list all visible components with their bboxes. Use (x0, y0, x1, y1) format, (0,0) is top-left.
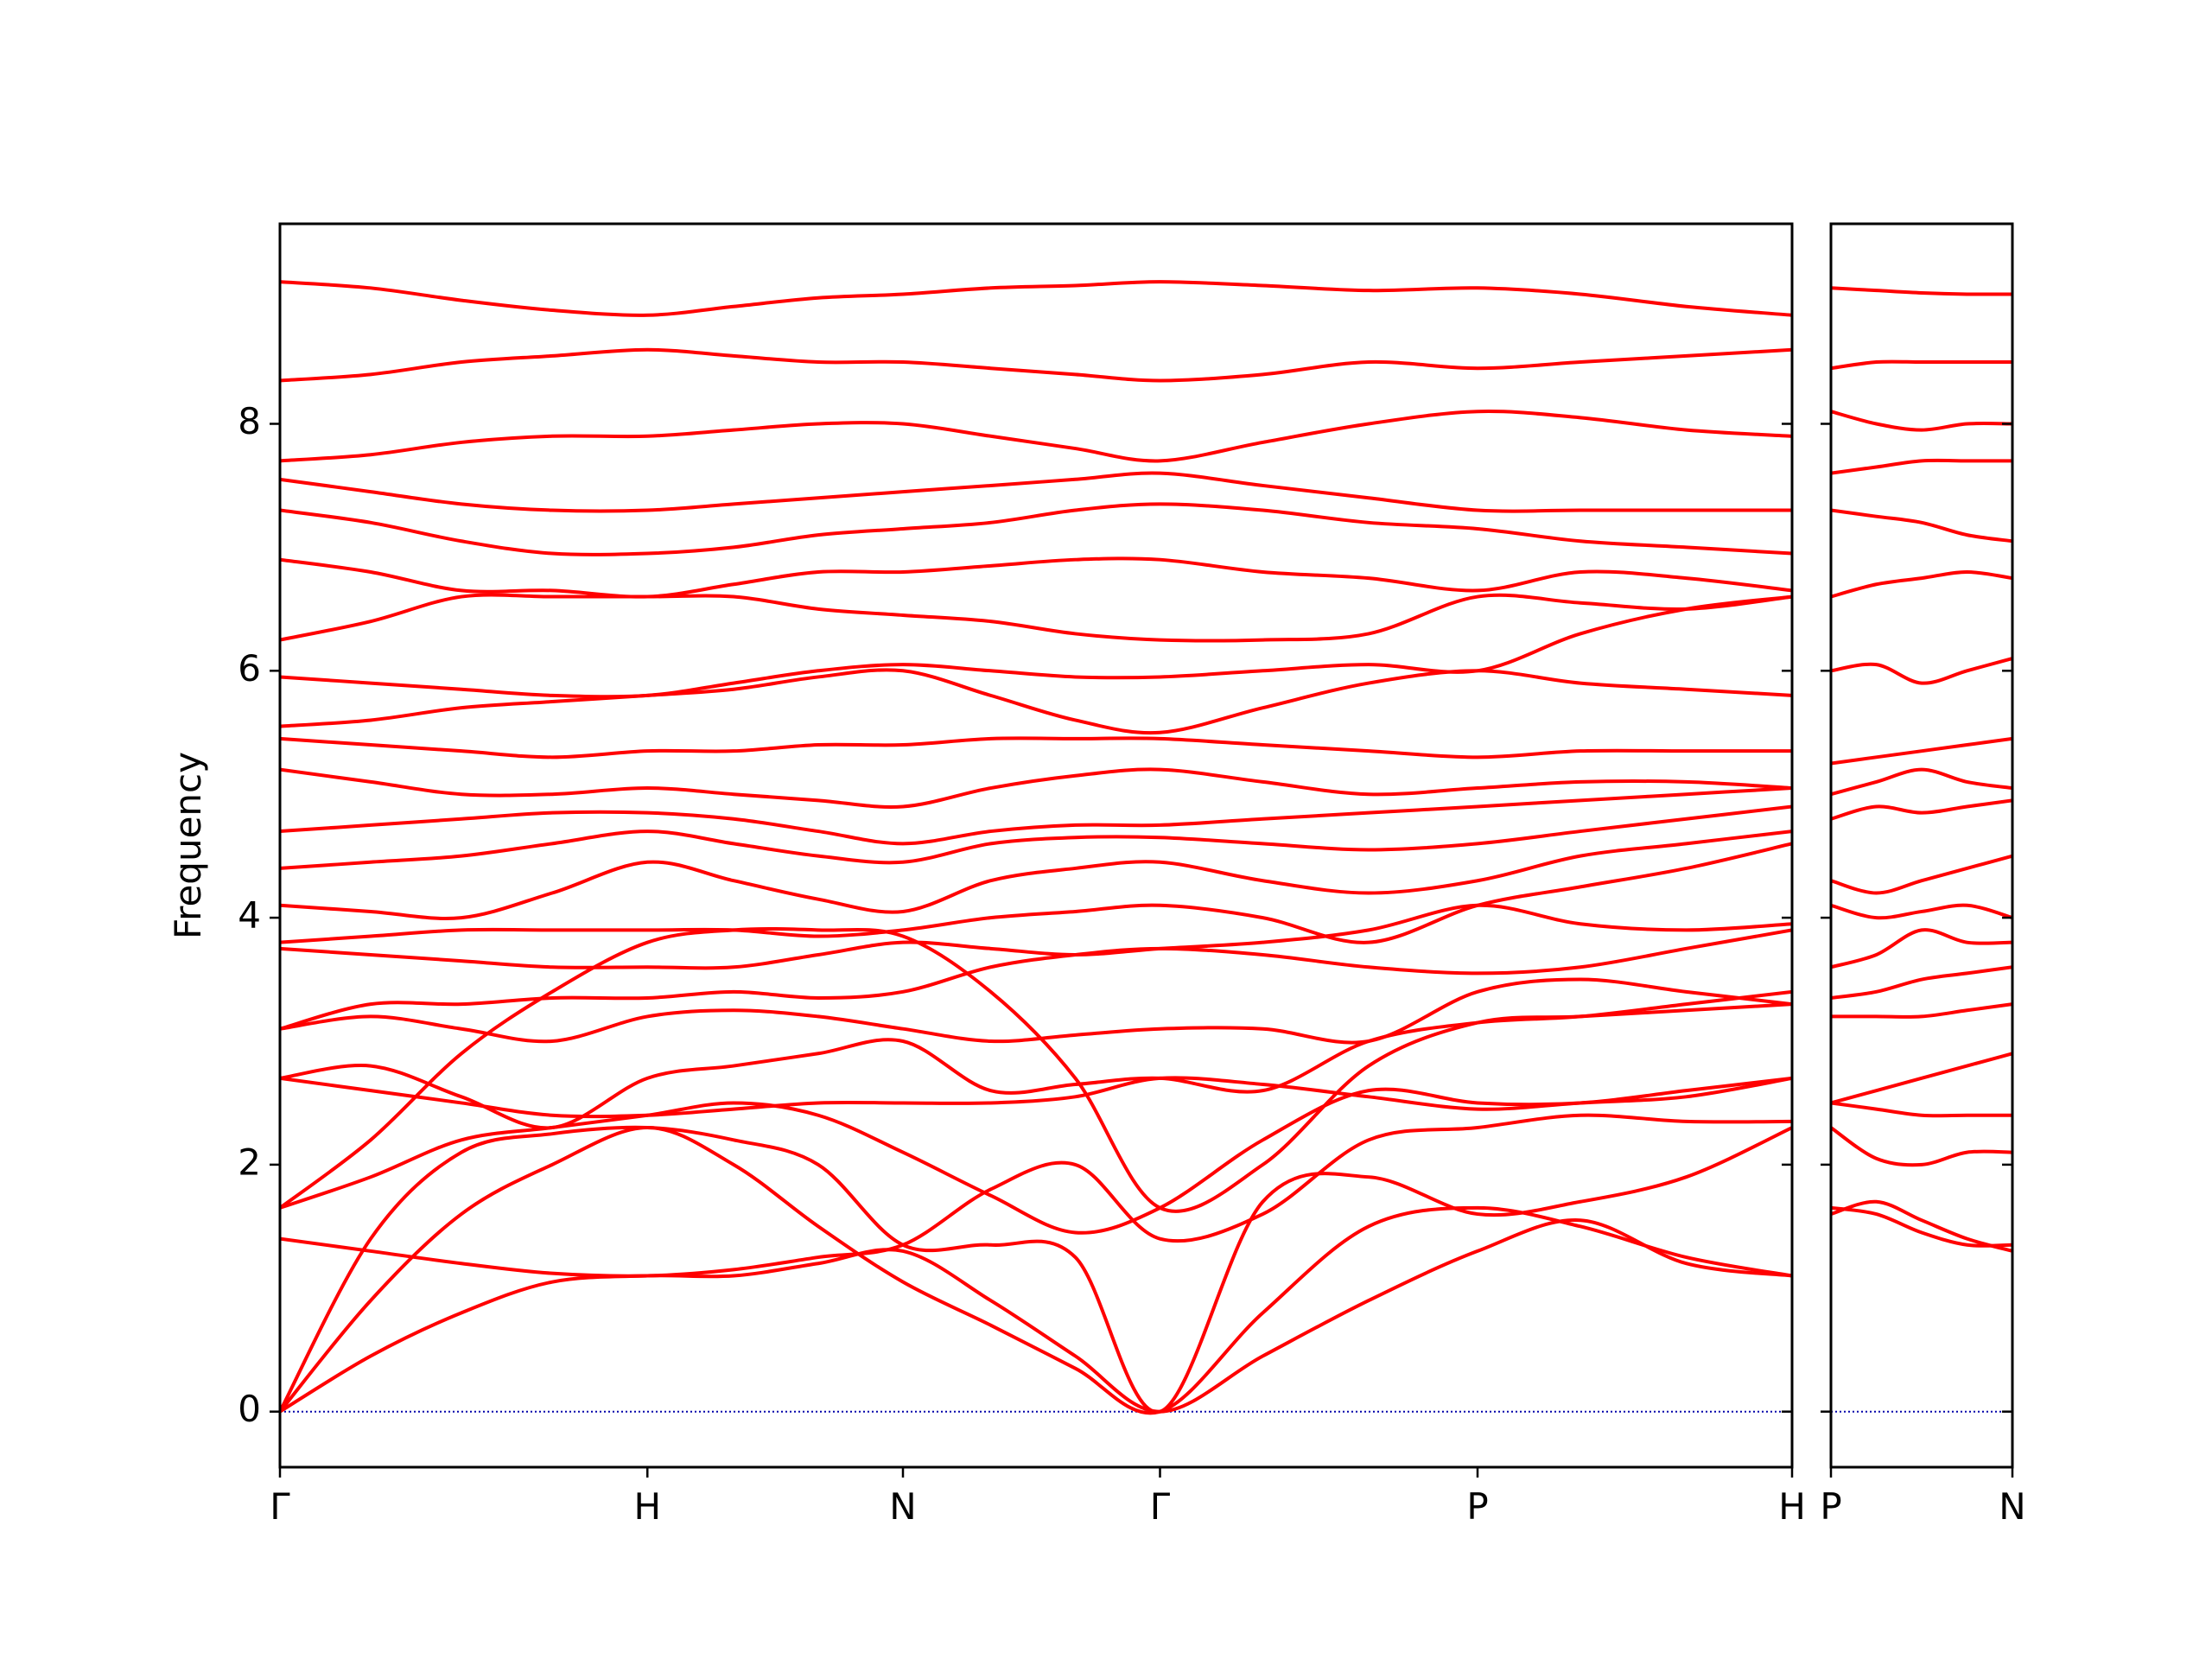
band-line (1831, 508, 2012, 543)
band-line (280, 1076, 1792, 1235)
band-line (280, 736, 1792, 760)
band-line (280, 830, 1792, 920)
band-line (280, 593, 1792, 643)
band-line (280, 1113, 1792, 1278)
x-tick-label: H (1778, 1485, 1806, 1528)
x-tick-label: P (1820, 1485, 1841, 1528)
y-tick-label: 4 (238, 894, 261, 937)
band-line (1831, 1205, 2012, 1248)
y-tick-label: 6 (238, 647, 261, 690)
axes-frame (1829, 222, 2014, 1469)
band-line (280, 1218, 1792, 1414)
x-tick-label: P (1466, 1485, 1488, 1528)
band-line (280, 502, 1792, 556)
band-line (1831, 458, 2012, 475)
band-line (1831, 1002, 2012, 1019)
band-line (1831, 286, 2012, 296)
band-line (1831, 569, 2012, 599)
band-line (280, 786, 1792, 846)
x-tick-label: Γ (1150, 1485, 1171, 1528)
band-line (280, 842, 1792, 944)
band-line (1831, 736, 2012, 766)
band-line (280, 767, 1792, 809)
band-line (280, 1126, 1792, 1415)
band-line (1831, 928, 2012, 969)
band-line (280, 1125, 1792, 1414)
band-line (280, 280, 1792, 317)
y-tick-label: 2 (238, 1141, 261, 1183)
y-axis-label: Frequency (167, 752, 209, 939)
band-line (280, 471, 1792, 513)
y-tick-label: 8 (238, 400, 261, 442)
band-line (280, 928, 1792, 1031)
band-line (1831, 1126, 2012, 1167)
x-tick-label: N (1999, 1485, 2025, 1528)
y-tick-label: 0 (238, 1388, 261, 1430)
band-line (1831, 1052, 2012, 1105)
band-line (1831, 359, 2012, 371)
band-line (1831, 1101, 2012, 1118)
x-tick-label: Γ (270, 1485, 290, 1528)
band-line (280, 594, 1792, 699)
x-tick-label: N (889, 1485, 916, 1528)
band-line (280, 668, 1792, 735)
axes-frame (278, 222, 1794, 1469)
band-line (280, 989, 1792, 1130)
band-line (1831, 767, 2012, 797)
band-line (1831, 965, 2012, 1000)
band-line (1831, 657, 2012, 685)
band-line (1831, 1199, 2012, 1253)
band-line (280, 347, 1792, 383)
band-line (1831, 903, 2012, 920)
band-line (280, 804, 1792, 870)
band-line (280, 1076, 1792, 1119)
band-line (280, 410, 1792, 463)
x-tick-label: H (633, 1485, 661, 1528)
band-line (280, 903, 1792, 970)
band-line (1831, 854, 2012, 895)
band-line (280, 556, 1792, 599)
band-line (1831, 410, 2012, 432)
band-line (280, 927, 1792, 1213)
band-line (280, 977, 1792, 1045)
band-line (1831, 798, 2012, 821)
